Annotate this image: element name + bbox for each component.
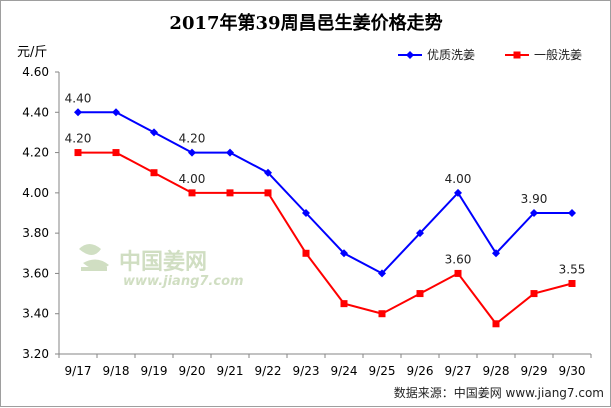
data-label: 4.40: [65, 91, 92, 105]
data-point: [492, 249, 500, 258]
x-tick-label: 9/19: [141, 364, 168, 378]
legend-marker: [406, 51, 414, 59]
data-point: [226, 148, 234, 157]
data-point: [378, 269, 386, 278]
x-tick-label: 9/20: [179, 364, 206, 378]
data-point: [74, 108, 82, 117]
data-point: [264, 168, 272, 177]
data-point: [74, 149, 82, 157]
series-2: 4.20 4.00 3.60 3.55: [65, 132, 586, 328]
data-point: [568, 280, 576, 287]
y-tick-label: 3.40: [22, 307, 49, 321]
y-tick-label: 3.60: [22, 266, 49, 280]
data-point: [340, 300, 348, 308]
data-label: 3.90: [521, 192, 548, 206]
x-tick-label: 9/30: [559, 364, 586, 378]
legend-label: 优质洗姜: [427, 48, 475, 62]
x-tick-label: 9/24: [331, 364, 358, 378]
x-tick-label: 9/27: [445, 364, 472, 378]
data-point: [492, 320, 500, 328]
data-point: [416, 290, 424, 298]
data-point: [302, 249, 310, 257]
data-point: [302, 209, 310, 217]
x-tick-label: 9/18: [103, 364, 130, 378]
data-label: 3.60: [445, 252, 472, 266]
series-layer: 4.40 4.20 4.00 3.90 4.20 4.00 3.60 3.55: [65, 91, 586, 328]
data-point: [454, 188, 462, 197]
x-tick-label: 9/17: [65, 364, 92, 378]
data-point: [150, 169, 158, 177]
watermark-logo: [79, 244, 109, 271]
x-tick-label: 9/21: [217, 364, 244, 378]
y-tick-label: 3.20: [22, 347, 49, 361]
legend-marker: [513, 51, 521, 59]
y-tick-label: 4.40: [22, 105, 49, 119]
watermark-url: www.jiang7.com: [123, 274, 244, 289]
data-point: [568, 209, 576, 217]
y-tick-label: 4.20: [22, 146, 49, 160]
series-line: [78, 111, 572, 275]
legend: 优质洗姜 一般洗姜: [398, 47, 582, 62]
y-tick-label: 4.00: [22, 186, 49, 200]
data-point: [416, 229, 424, 238]
data-label: 3.55: [559, 263, 586, 277]
x-tick-label: 9/23: [293, 364, 320, 378]
y-tick-label: 4.60: [22, 65, 49, 79]
data-point: [454, 269, 462, 277]
data-point: [188, 189, 196, 197]
data-point: [188, 148, 196, 157]
source-note: 数据来源：中国姜网 www.jiang7.com: [394, 385, 604, 400]
data-point: [112, 108, 120, 117]
series-line: [78, 151, 573, 326]
watermark-text: 中国姜网: [119, 249, 207, 275]
data-point: [226, 189, 234, 197]
data-label: 4.00: [179, 172, 206, 186]
series-1: 4.40 4.20 4.00 3.90: [65, 91, 576, 278]
x-tick-label: 9/26: [407, 364, 434, 378]
legend-label: 一般洗姜: [534, 47, 582, 62]
data-point: [530, 290, 538, 298]
y-axis-unit: 元/斤: [17, 45, 47, 60]
x-tick-label: 9/22: [255, 364, 282, 378]
x-tick-label: 9/29: [521, 364, 548, 378]
data-point: [150, 128, 158, 137]
y-tick-label: 3.80: [22, 226, 49, 240]
x-tick-label: 9/25: [369, 364, 396, 378]
watermark: 中国姜网 www.jiang7.com: [79, 244, 244, 289]
data-point: [112, 149, 120, 157]
chart-title: 2017年第39周昌邑生姜价格走势: [169, 12, 442, 34]
data-point: [378, 310, 386, 318]
data-label: 4.20: [179, 132, 206, 146]
axes: 3.20 3.40 3.60 3.80 4.00 4.20 4.40 4.60 9/17 9/18…: [22, 65, 592, 378]
legend-item-2: 一般洗姜: [505, 47, 582, 62]
data-point: [340, 249, 348, 258]
data-label: 4.00: [445, 172, 472, 186]
x-tick-label: 9/28: [483, 364, 510, 378]
data-label: 4.20: [65, 132, 92, 146]
data-point: [530, 209, 538, 217]
legend-item-1: 优质洗姜: [398, 48, 475, 62]
data-point: [264, 189, 272, 197]
